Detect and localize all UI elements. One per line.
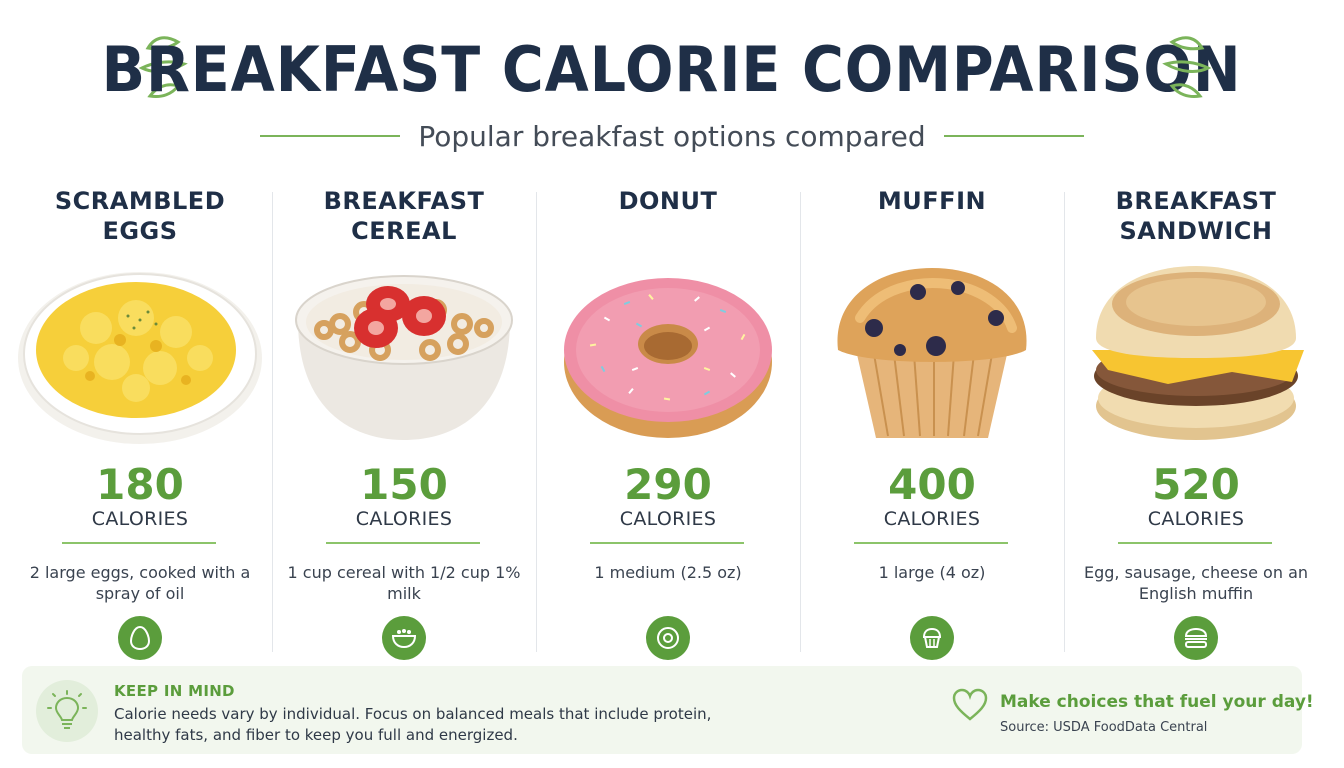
food-name: SCRAMBLED EGGS	[18, 186, 262, 256]
food-card-breakfast-sandwich: BREAKFAST SANDWICH 520 CALORIES Egg, sau…	[1064, 180, 1328, 660]
food-cards: SCRAMBLED EGGS 180 CALORIES 2 large eggs…	[8, 180, 1336, 660]
subtitle-row: Popular breakfast options compared	[0, 116, 1344, 156]
muffin-icon	[910, 616, 954, 660]
calorie-value: 150	[360, 460, 448, 509]
calorie-label: CALORIES	[91, 508, 189, 530]
donut-icon	[646, 616, 690, 660]
food-name-line: BREAKFAST	[323, 187, 485, 215]
page-subtitle: Popular breakfast options compared	[418, 119, 926, 153]
food-name-line: SANDWICH	[1119, 217, 1273, 245]
food-card-breakfast-cereal: BREAKFAST CEREAL 150 CALORI	[272, 180, 536, 660]
title-row: BREAKFAST CALORIE COMPARISON	[0, 26, 1344, 112]
calorie-value: 520	[1152, 460, 1240, 509]
calorie-rule	[326, 542, 480, 544]
subtitle-rule-right	[943, 135, 1084, 137]
serving-description: 1 large (4 oz)	[878, 563, 986, 582]
food-card-donut: DONUT	[536, 180, 800, 660]
food-card-scrambled-eggs: SCRAMBLED EGGS 180 CALORIES 2 large eggs…	[8, 180, 272, 660]
calorie-label: CALORIES	[883, 508, 981, 530]
keep-in-mind-text: Calorie needs vary by individual. Focus …	[114, 705, 712, 744]
bowl-icon	[382, 616, 426, 660]
calorie-label: CALORIES	[619, 508, 717, 530]
food-name: BREAKFAST CEREAL	[282, 186, 526, 256]
food-name: MUFFIN	[810, 186, 1054, 256]
scrambled-eggs-bowl-image	[18, 272, 262, 444]
calorie-value: 290	[624, 460, 712, 509]
pink-frosted-donut-image	[564, 278, 772, 438]
leaf-sprig-right-icon	[1162, 36, 1212, 98]
sandwich-icon	[1174, 616, 1218, 660]
serving-description: Egg, sausage, cheese on an English muffi…	[1083, 563, 1309, 603]
food-card-muffin: MUFFIN 400 CALORIES 1 large (4 oz)	[800, 180, 1064, 660]
calorie-rule	[62, 542, 216, 544]
source-citation: Source: USDA FoodData Central	[1000, 720, 1208, 735]
food-name-line: DONUT	[618, 187, 718, 215]
food-name-line: SCRAMBLED	[54, 187, 226, 215]
food-name-line: MUFFIN	[877, 187, 987, 215]
calorie-label: CALORIES	[1147, 508, 1245, 530]
tagline: Make choices that fuel your day!	[1000, 692, 1314, 712]
breakfast-sandwich-image	[1092, 266, 1304, 440]
calorie-rule	[1118, 542, 1272, 544]
food-name: DONUT	[546, 186, 790, 256]
food-name: BREAKFAST SANDWICH	[1074, 186, 1318, 256]
calorie-rule	[854, 542, 1008, 544]
food-name-line: CEREAL	[351, 217, 457, 245]
subtitle-rule-left	[260, 135, 401, 137]
keep-in-mind-banner: KEEP IN MIND Calorie needs vary by indiv…	[22, 666, 1314, 754]
food-name-line: BREAKFAST	[1115, 187, 1277, 215]
calorie-value: 400	[888, 460, 976, 509]
page-title: BREAKFAST CALORIE COMPARISON	[102, 32, 1242, 106]
serving-description: 2 large eggs, cooked with a spray of oil	[29, 563, 251, 603]
food-name-line: EGGS	[102, 217, 178, 245]
serving-description: 1 cup cereal with 1/2 cup 1% milk	[287, 563, 521, 603]
lightbulb-icon	[36, 680, 98, 742]
heart-icon	[952, 688, 988, 721]
calorie-value: 180	[96, 460, 184, 509]
blueberry-muffin-image	[837, 268, 1027, 438]
keep-in-mind-title: KEEP IN MIND	[114, 682, 235, 700]
calorie-rule	[590, 542, 744, 544]
calorie-label: CALORIES	[355, 508, 453, 530]
leaf-sprig-left-icon	[138, 36, 188, 98]
cereal-bowl-with-strawberries-image	[295, 275, 513, 440]
serving-description: 1 medium (2.5 oz)	[594, 563, 742, 582]
egg-icon	[118, 616, 162, 660]
